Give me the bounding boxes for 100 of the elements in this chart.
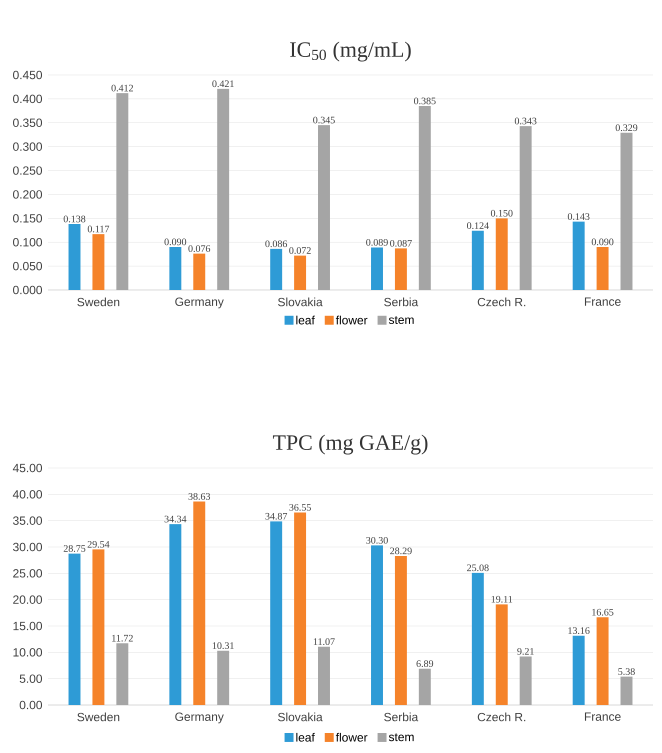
legend-label: leaf <box>296 316 315 324</box>
data-label: 0.076 <box>188 245 210 252</box>
data-label: 5.38 <box>618 668 635 675</box>
data-label: 0.087 <box>390 240 412 247</box>
bar <box>318 646 330 705</box>
y-tick-label: 10.00 <box>13 648 42 657</box>
y-tick-label: 40.00 <box>12 490 42 499</box>
data-label: 34.87 <box>265 512 288 520</box>
bar <box>270 248 282 290</box>
data-label: 0.412 <box>111 84 133 92</box>
chart-title: TPC (mg GAE/g) <box>272 434 428 455</box>
data-label: 0.343 <box>514 118 536 124</box>
data-label: 9.21 <box>517 648 534 655</box>
data-label: 28.29 <box>390 548 412 554</box>
y-tick-label: 0.00 <box>20 700 42 710</box>
y-tick-label: 0.450 <box>13 70 42 80</box>
x-tick-label: Czech R. <box>478 712 526 722</box>
y-tick-label: 0.400 <box>13 94 42 104</box>
data-label: 6.89 <box>416 660 434 668</box>
data-label: 19.11 <box>492 596 512 603</box>
bar <box>217 650 230 705</box>
data-label: 0.150 <box>490 210 513 217</box>
bar <box>68 224 80 290</box>
bar <box>596 246 609 290</box>
chart-title: IC$_{50}$ (mg/mL) <box>290 42 411 62</box>
y-tick-label: 0.300 <box>13 142 42 151</box>
bar <box>169 246 182 290</box>
y-tick-label: 45.00 <box>12 464 42 472</box>
legend-label: stem <box>388 316 414 324</box>
bar <box>394 556 407 705</box>
x-tick-label: France <box>584 298 621 306</box>
x-tick-label: Sweden <box>77 712 120 722</box>
y-tick-label: 5.00 <box>20 674 42 683</box>
bar <box>520 656 532 705</box>
y-tick-label: 0.200 <box>13 190 42 199</box>
bar <box>193 502 206 705</box>
y-tick-label: 0.150 <box>13 214 42 223</box>
bar <box>520 126 532 290</box>
data-label: 10.31 <box>212 642 234 650</box>
bar <box>270 521 282 705</box>
data-label: 0.117 <box>88 226 110 232</box>
data-label: 0.421 <box>212 80 234 88</box>
data-label: 25.08 <box>467 564 489 572</box>
bar <box>496 604 508 705</box>
bar <box>496 218 508 290</box>
x-tick-label: Sweden <box>77 298 120 306</box>
bar <box>318 125 330 290</box>
bar <box>294 256 306 290</box>
y-tick-label: 0.100 <box>13 238 42 246</box>
y-tick-label: 0.250 <box>13 166 42 175</box>
legend-label: flower <box>336 732 368 742</box>
bar <box>620 676 632 705</box>
bar <box>572 222 585 290</box>
bar <box>217 88 230 290</box>
bar <box>116 93 128 290</box>
data-label: 0.090 <box>592 238 614 246</box>
data-label: 0.086 <box>265 240 288 248</box>
x-tick-label: Czech R. <box>478 298 526 306</box>
bar <box>418 106 431 290</box>
x-tick-label: Serbia <box>384 712 418 722</box>
data-label: 11.07 <box>314 638 335 646</box>
x-tick-label: Germany <box>175 712 224 724</box>
y-tick-label: 0.050 <box>13 262 42 270</box>
data-label: 30.30 <box>366 536 388 544</box>
x-tick-label: Germany <box>175 298 224 308</box>
data-label: 0.143 <box>568 213 590 220</box>
bar <box>92 549 104 705</box>
bar <box>596 617 609 705</box>
bar <box>116 643 128 705</box>
y-tick-label: 25.00 <box>13 569 42 578</box>
y-tick-label: 30.00 <box>13 542 42 552</box>
y-tick-label: 0.350 <box>13 118 42 127</box>
bar <box>92 234 104 290</box>
bar <box>294 512 306 705</box>
bar <box>472 572 484 705</box>
bar <box>68 554 80 705</box>
data-label: 0.090 <box>164 238 186 246</box>
data-label: 0.089 <box>366 239 388 246</box>
bar <box>620 132 632 290</box>
x-tick-label: Serbia <box>384 298 418 306</box>
bar <box>572 636 585 705</box>
data-label: 34.34 <box>164 516 186 522</box>
data-label: 0.329 <box>616 124 638 132</box>
data-label: 0.138 <box>64 216 86 222</box>
data-label: 29.54 <box>88 540 110 548</box>
data-label: 0.345 <box>313 116 335 124</box>
bar <box>394 248 407 290</box>
y-tick-label: 0.000 <box>13 286 42 294</box>
data-label: 0.124 <box>467 222 489 230</box>
bar <box>472 230 484 290</box>
data-label: 38.63 <box>188 493 210 500</box>
bar <box>371 545 383 705</box>
bar <box>193 254 206 290</box>
data-label: 0.385 <box>414 98 436 104</box>
legend-label: flower <box>336 316 368 324</box>
bar <box>169 524 182 705</box>
x-tick-label: Slovakia <box>278 298 323 306</box>
data-label: 36.55 <box>289 504 311 511</box>
data-label: 13.16 <box>568 627 590 634</box>
data-label: 16.65 <box>592 608 614 616</box>
